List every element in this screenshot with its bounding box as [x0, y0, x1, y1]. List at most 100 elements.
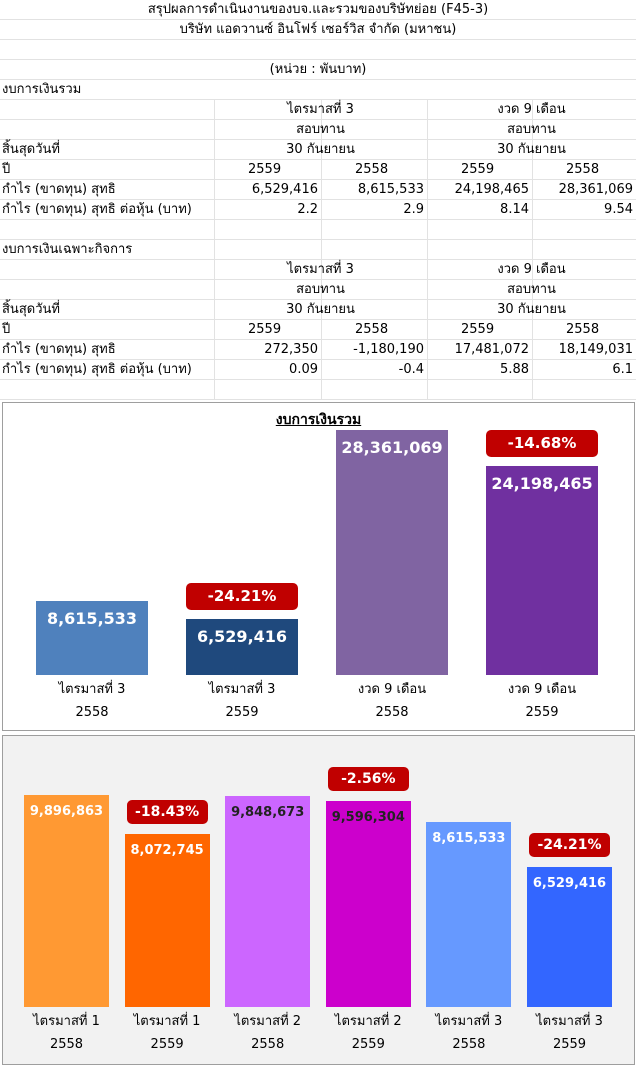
period-row: ไตรมาสที่ 3 งวด 9 เดือน [0, 260, 636, 280]
end-date-label: สิ้นสุดวันที่ [2, 302, 60, 317]
x-tick-label: 2558 [75, 705, 109, 720]
end-date: 30 กันยายน [286, 302, 355, 317]
change-badge: -24.21% [186, 582, 298, 610]
reviewed-row: สอบทาน สอบทาน [0, 120, 636, 140]
period-quarter: ไตรมาสที่ 3 [287, 262, 354, 277]
x-tick-label: 2559 [225, 705, 259, 720]
year-cell[interactable]: 2559 [248, 162, 282, 177]
eps-cell[interactable]: 2.9 [403, 202, 424, 217]
reviewed-label: สอบทาน [507, 122, 556, 137]
eps-row: กำไร (ขาดทุน) สุทธิ ต่อหุ้น (บาท) 2.2 2.9 8… [0, 200, 636, 220]
section-heading-row: งบการเงินเฉพาะกิจการ [0, 240, 636, 260]
net-profit-cell[interactable]: 18,149,031 [558, 342, 633, 357]
bar-value-label: 8,615,533 [432, 831, 506, 847]
bar-0[interactable]: 8,615,533 [36, 600, 148, 675]
year-cell[interactable]: 2559 [248, 322, 282, 337]
bar-3[interactable]: 24,198,465 [486, 465, 598, 675]
net-profit-cell[interactable]: 272,350 [264, 342, 318, 357]
year-cell[interactable]: 2558 [566, 162, 600, 177]
x-tick-label: งวด 9 เดือน [357, 682, 427, 697]
bar-value-label: 8,072,745 [130, 843, 204, 859]
eps-cell[interactable]: 5.88 [500, 362, 529, 377]
net-profit-row: กำไร (ขาดทุน) สุทธิ 272,350 -1,180,190 17,4… [0, 340, 636, 360]
period-9-months: งวด 9 เดือน [497, 102, 566, 117]
unit-label: (หน่วย : พันบาท) [269, 62, 367, 77]
bar-2[interactable]: 28,361,069 [336, 430, 448, 675]
end-date: 30 กันยายน [497, 302, 566, 317]
eps-row: กำไร (ขาดทุน) สุทธิ ต่อหุ้น (บาท) 0.09 -0.… [0, 360, 636, 380]
year-cell[interactable]: 2558 [355, 162, 389, 177]
blank-row [0, 220, 636, 240]
year-label: ปี [2, 162, 11, 177]
company-name: บริษัท แอดวานซ์ อินโฟร์ เซอร์วิส จำกัด (… [179, 22, 457, 37]
sheet-title: สรุปผลการดำเนินงานของบจ.และรวมของบริษัทย… [147, 2, 489, 17]
bar-5[interactable]: 6,529,416 [527, 867, 612, 1007]
net-profit-cell[interactable]: 17,481,072 [454, 342, 529, 357]
bar-1[interactable]: 6,529,416 [186, 618, 298, 675]
bar-value-label: 9,848,673 [231, 805, 305, 821]
eps-cell[interactable]: 2.2 [297, 202, 318, 217]
reviewed-label: สอบทาน [296, 122, 345, 137]
reviewed-label: สอบทาน [296, 282, 345, 297]
blank-row [0, 380, 636, 400]
x-tick-label: 2558 [375, 705, 409, 720]
eps-label: กำไร (ขาดทุน) สุทธิ ต่อหุ้น (บาท) [2, 362, 192, 377]
eps-cell[interactable]: 6.1 [612, 362, 633, 377]
x-tick-label: ไตรมาสที่ 1 [133, 1014, 201, 1029]
x-tick-label: ไตรมาสที่ 2 [234, 1014, 302, 1029]
x-tick-label: ไตรมาสที่ 3 [435, 1014, 503, 1029]
net-profit-cell[interactable]: 24,198,465 [454, 182, 529, 197]
year-cell[interactable]: 2559 [461, 322, 495, 337]
consolidated-chart-panel[interactable]: งบการเงินรวม 8,615,533 ไตรมาสที่ 3 2558 6,5… [2, 402, 635, 731]
bar-0[interactable]: 9,896,863 [24, 795, 109, 1007]
x-tick-label: 2559 [351, 1037, 385, 1052]
year-row: ปี 2559 2558 2559 2558 [0, 160, 636, 180]
year-cell[interactable]: 2559 [461, 162, 495, 177]
change-badge: -24.21% [529, 833, 610, 858]
end-date-row: สิ้นสุดวันที่ 30 กันยายน 30 กันยายน [0, 300, 636, 320]
eps-cell[interactable]: 0.09 [289, 362, 318, 377]
eps-cell[interactable]: -0.4 [398, 362, 424, 377]
year-cell[interactable]: 2558 [355, 322, 389, 337]
bar-value-label: 6,529,416 [196, 626, 288, 646]
section-heading: งบการเงินเฉพาะกิจการ [2, 242, 133, 257]
eps-cell[interactable]: 9.54 [604, 202, 633, 217]
bar-1[interactable]: 8,072,745 [124, 834, 210, 1007]
x-tick-label: ไตรมาสที่ 3 [208, 682, 276, 697]
section-heading-row: งบการเงินรวม [0, 80, 636, 100]
net-profit-cell[interactable]: 28,361,069 [558, 182, 633, 197]
net-profit-cell[interactable]: -1,180,190 [353, 342, 424, 357]
grid-line [427, 100, 428, 400]
net-profit-label: กำไร (ขาดทุน) สุทธิ [2, 182, 116, 197]
blank-row [0, 40, 636, 60]
section-heading: งบการเงินรวม [2, 82, 82, 97]
eps-cell[interactable]: 8.14 [500, 202, 529, 217]
bar-2[interactable]: 9,848,673 [225, 796, 311, 1007]
company-row: บริษัท แอดวานซ์ อินโฟร์ เซอร์วิส จำกัด (… [0, 20, 636, 40]
bar-3[interactable]: 9,596,304 [325, 801, 411, 1007]
end-date-row: สิ้นสุดวันที่ 30 กันยายน 30 กันยายน [0, 140, 636, 160]
change-badge: -2.56% [327, 767, 409, 792]
unit-row: (หน่วย : พันบาท) [0, 60, 636, 80]
period-9-months: งวด 9 เดือน [497, 262, 566, 277]
bar-value-label: 8,615,533 [46, 608, 138, 628]
grid-line [214, 100, 215, 400]
x-tick-label: 2559 [525, 705, 559, 720]
bar-4[interactable]: 8,615,533 [426, 822, 512, 1007]
quarterly-chart-panel[interactable]: 9,896,863 ไตรมาสที่ 1 2558 8,072,745 -18.43%… [2, 735, 635, 1065]
net-profit-label: กำไร (ขาดทุน) สุทธิ [2, 342, 116, 357]
change-badge: -18.43% [126, 800, 208, 825]
x-tick-label: ไตรมาสที่ 3 [536, 1014, 603, 1029]
x-tick-label: ไตรมาสที่ 1 [33, 1014, 100, 1029]
x-tick-label: 2558 [49, 1037, 84, 1052]
x-tick-label: 2558 [251, 1037, 285, 1052]
net-profit-cell[interactable]: 6,529,416 [251, 182, 318, 197]
reviewed-row: สอบทาน สอบทาน [0, 280, 636, 300]
sheet-title-row: สรุปผลการดำเนินงานของบจ.และรวมของบริษัทย… [0, 0, 636, 20]
net-profit-cell[interactable]: 8,615,533 [357, 182, 424, 197]
x-tick-label: ไตรมาสที่ 3 [58, 682, 126, 697]
year-cell[interactable]: 2558 [566, 322, 600, 337]
chart-title: งบการเงินรวม [275, 412, 362, 428]
end-date-label: สิ้นสุดวันที่ [2, 142, 60, 157]
reviewed-label: สอบทาน [507, 282, 556, 297]
